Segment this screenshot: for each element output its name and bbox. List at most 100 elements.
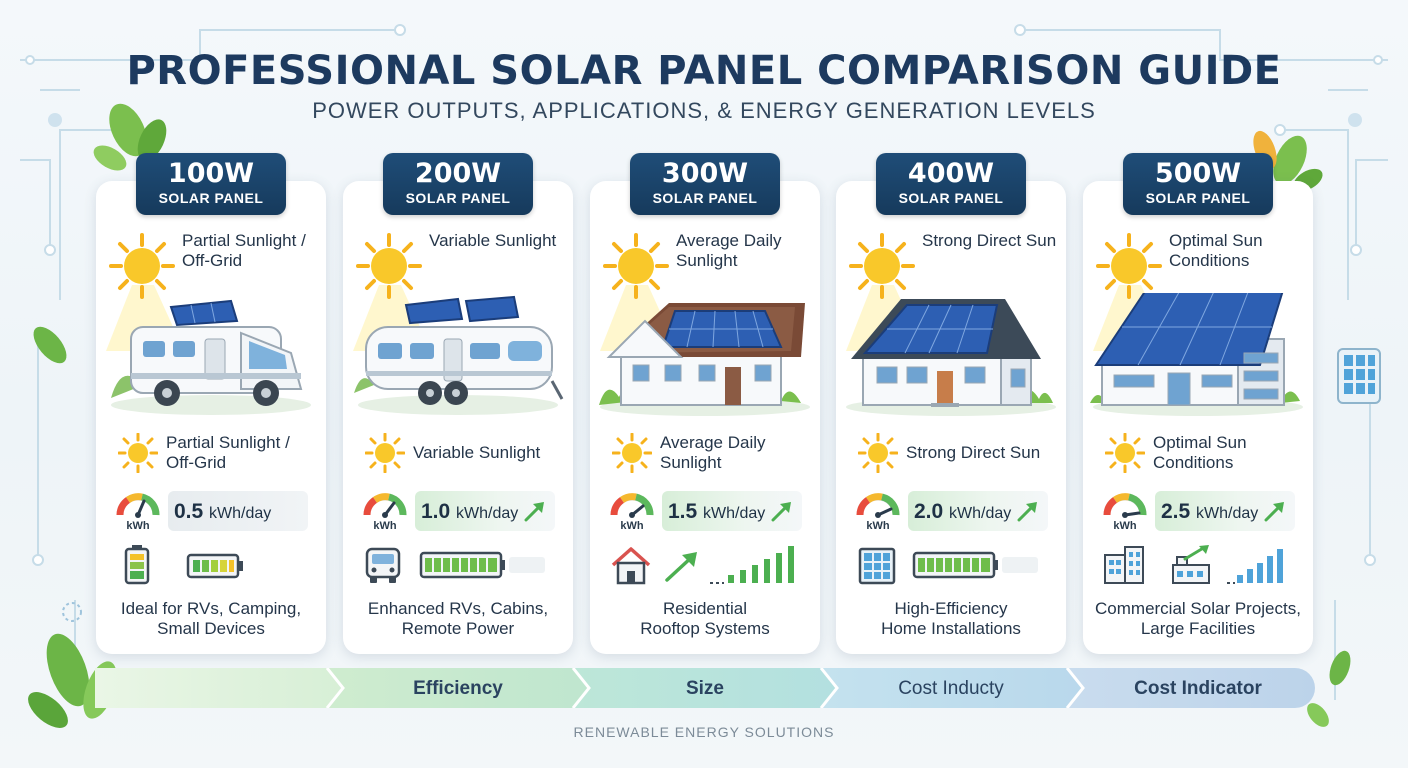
rv-front-icon	[365, 547, 401, 583]
flow-segment-5	[1067, 668, 1315, 708]
panel-card-200w: Variable Sunlight Variable Sunlight	[343, 181, 573, 654]
energy-value-wrap: 0.5 kWh/day	[174, 500, 271, 524]
energy-value-wrap: 1.0 kWh/day	[421, 500, 518, 524]
house-icon	[599, 303, 810, 416]
gauge-label: kWh	[866, 520, 890, 531]
wattage-value: 300W	[661, 158, 749, 189]
application-description: Ideal for RVs, Camping, Small Devices	[96, 599, 326, 639]
campervan-icon	[111, 299, 311, 415]
gauge-icon: kWh	[363, 493, 407, 531]
wattage-value: 100W	[167, 158, 255, 189]
wattage-kind: SOLAR PANEL	[1145, 190, 1251, 206]
flow-label-cost-indicator: Cost Indicator	[1134, 678, 1262, 699]
flow-label-efficiency: Efficiency	[413, 678, 503, 699]
flow-segment-4	[821, 668, 1083, 708]
battery-horizontal-icon	[912, 551, 1038, 579]
energy-value: 0.5	[174, 500, 204, 523]
wattage-value: 400W	[907, 158, 995, 189]
wattage-kind: SOLAR PANEL	[405, 190, 511, 206]
wattage-badge-500w: 500W SOLAR PANEL	[1123, 153, 1273, 215]
sun-small-icon	[365, 433, 405, 473]
application-line-2: Small Devices	[157, 619, 265, 638]
wattage-kind: SOLAR PANEL	[158, 190, 264, 206]
sun-small-icon	[858, 433, 898, 473]
condition-label-top: Optimal Sun Conditions	[1169, 231, 1263, 270]
flow-segment-2	[327, 668, 589, 708]
energy-value: 1.0	[421, 500, 451, 523]
gauge-icon: kWh	[116, 493, 160, 531]
energy-value-wrap: 1.5 kWh/day	[668, 500, 765, 524]
wattage-badge-100w: 100W SOLAR PANEL	[136, 153, 286, 215]
gauge-label: kWh	[126, 520, 150, 531]
flow-label-size: Size	[685, 678, 725, 699]
energy-unit: kWh/day	[209, 505, 272, 522]
energy-value: 2.0	[914, 500, 944, 523]
application-description: High-Efficiency Home Installations	[836, 599, 1066, 639]
energy-output-pill: 0.5 kWh/day	[168, 491, 308, 531]
energy-value-wrap: 2.0 kWh/day	[914, 500, 1011, 524]
application-icons-row	[1083, 543, 1313, 589]
bar-chart-icon	[710, 546, 794, 584]
energy-output-pill: 1.0 kWh/day	[415, 491, 555, 531]
caravan-icon	[354, 295, 564, 415]
trend-arrow-icon	[665, 552, 697, 582]
battery-icon	[124, 545, 150, 585]
solar-grid-icon	[858, 547, 896, 585]
trend-up-arrow-icon	[524, 502, 544, 522]
application-icons-row	[836, 543, 1066, 589]
application-line-1: Enhanced RVs, Cabins,	[367, 599, 549, 618]
condition-label: Variable Sunlight	[413, 443, 541, 462]
solar-chip-icon	[1337, 348, 1381, 404]
energy-unit: kWh/day	[1196, 505, 1259, 522]
gauge-label: kWh	[373, 520, 397, 531]
page-title: PROFESSIONAL SOLAR PANEL COMPARISON GUID…	[126, 48, 1282, 94]
application-line-2: Large Facilities	[1140, 619, 1256, 638]
panel-card-500w: Optimal Sun Conditions Optimal Sun Condi…	[1083, 181, 1313, 654]
application-line-2: Home Installations	[881, 619, 1021, 638]
panel-card-300w: Average Daily Sunlight Average Daily Sun…	[590, 181, 820, 654]
flow-label-cost-inducty: Cost Inducty	[898, 678, 1004, 699]
application-icons-row	[590, 543, 820, 589]
gauge-icon: kWh	[610, 493, 654, 531]
battery-horizontal-icon	[419, 551, 545, 579]
flow-label-1	[100, 678, 330, 702]
sun-small-icon	[1105, 433, 1145, 473]
home-icon	[611, 547, 651, 585]
trend-up-arrow-icon	[771, 502, 791, 522]
gauge-label: kWh	[620, 520, 644, 531]
flow-segment-1	[95, 668, 343, 708]
energy-output-pill: 2.5 kWh/day	[1155, 491, 1295, 531]
energy-output-pill: 1.5 kWh/day	[662, 491, 802, 531]
condition-label: Partial Sunlight / Off-Grid	[166, 433, 290, 472]
condition-label-top: Strong Direct Sun	[922, 231, 1057, 250]
condition-label: Average Daily Sunlight	[660, 433, 766, 472]
condition-label-top: Partial Sunlight / Off-Grid	[182, 231, 306, 270]
energy-unit: kWh/day	[456, 505, 519, 522]
progression-flow-bar	[95, 668, 1315, 708]
wattage-value: 500W	[1154, 158, 1242, 189]
energy-unit: kWh/day	[703, 505, 766, 522]
condition-label-top: Average Daily Sunlight	[676, 231, 782, 270]
application-line-1: Residential	[662, 599, 748, 618]
flow-segment-3	[573, 668, 837, 708]
factory-growth-icon	[1172, 545, 1210, 584]
energy-value: 2.5	[1161, 500, 1191, 523]
modern-house-icon	[846, 299, 1056, 416]
gauge-icon: kWh	[1103, 493, 1147, 531]
gauge-icon: kWh	[856, 493, 900, 531]
energy-output-pill: 2.0 kWh/day	[908, 491, 1048, 531]
application-line-1: Commercial Solar Projects,	[1095, 599, 1301, 618]
wattage-badge-300w: 300W SOLAR PANEL	[630, 153, 780, 215]
wattage-kind: SOLAR PANEL	[652, 190, 758, 206]
panel-card-400w: Strong Direct Sun Strong Direct Sun kWh	[836, 181, 1066, 654]
condition-label: Optimal Sun Conditions	[1153, 433, 1247, 472]
application-line-2: Rooftop Systems	[640, 619, 770, 638]
office-building-icon	[1104, 546, 1144, 584]
wattage-value: 200W	[414, 158, 502, 189]
application-description: Enhanced RVs, Cabins, Remote Power	[343, 599, 573, 639]
condition-label: Strong Direct Sun	[906, 443, 1041, 462]
trend-up-arrow-icon	[1017, 502, 1037, 522]
application-description: Commercial Solar Projects, Large Facilit…	[1083, 599, 1313, 639]
wattage-kind: SOLAR PANEL	[898, 190, 1004, 206]
energy-value: 1.5	[668, 500, 698, 523]
